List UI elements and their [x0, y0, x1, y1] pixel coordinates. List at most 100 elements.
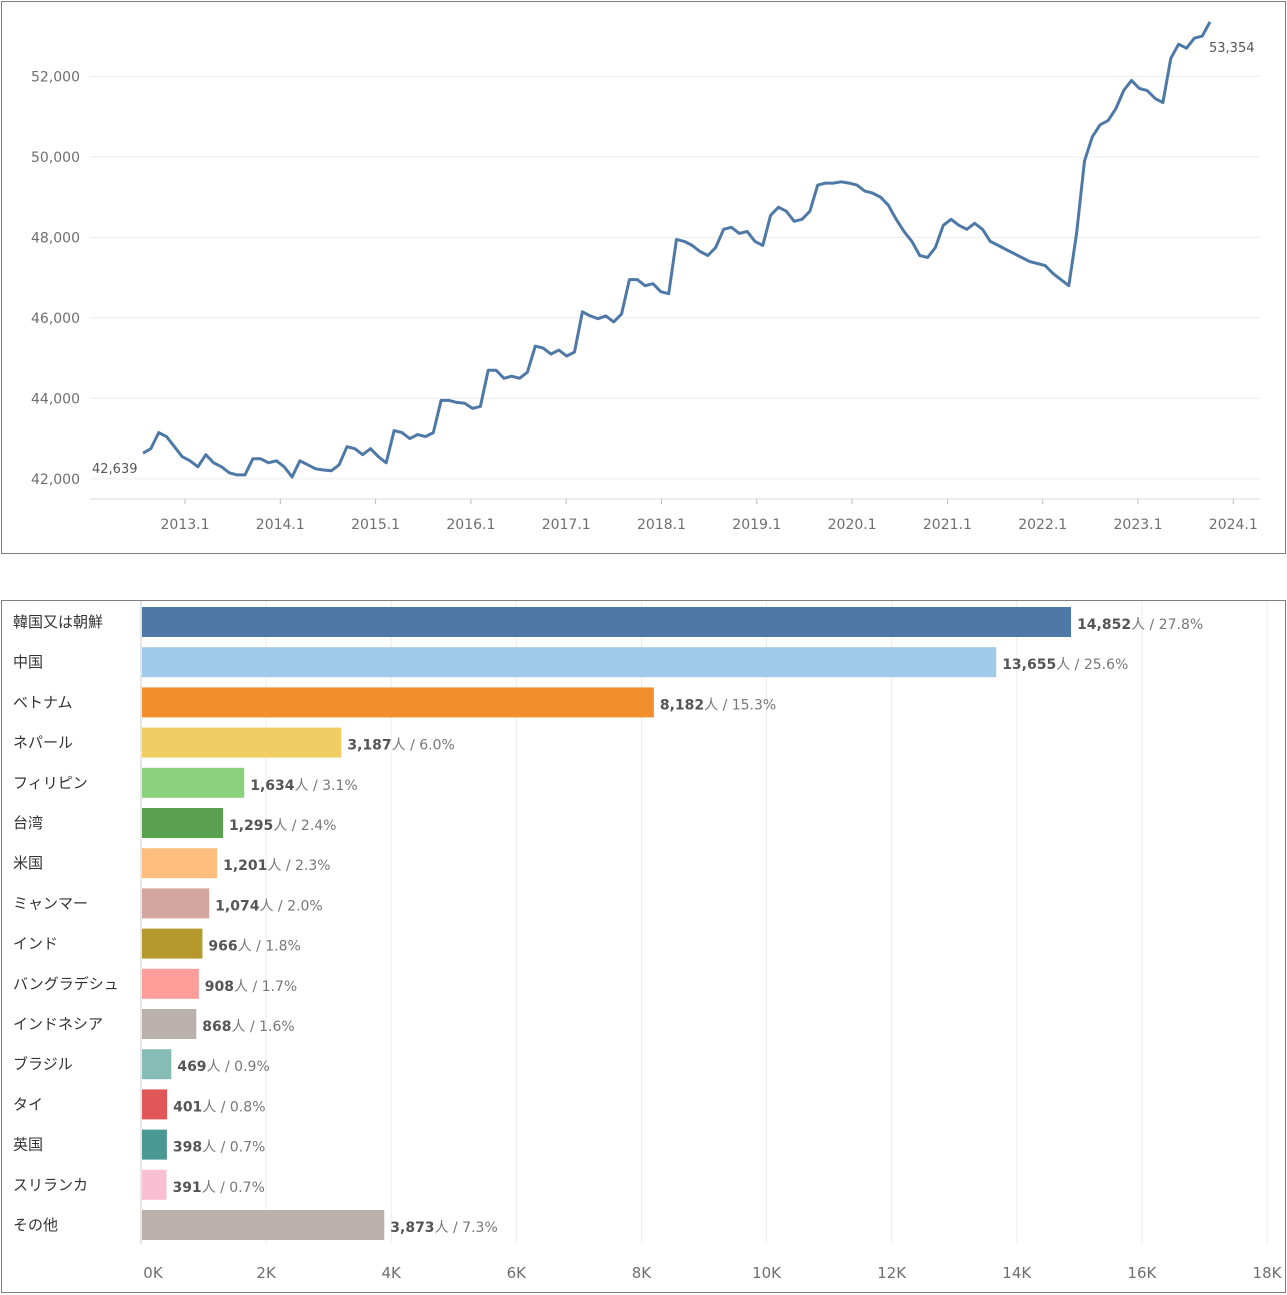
category-label: 中国 — [13, 653, 43, 671]
start-value-label: 42,639 — [92, 462, 138, 477]
bar-data-label: 908人 / 1.7% — [205, 979, 297, 995]
bar-unit-percent: 人 / 6.0% — [392, 738, 455, 754]
x-tick-label: 2020.1 — [828, 517, 877, 533]
bar-data-label: 401人 / 0.8% — [173, 1099, 265, 1115]
bar-value: 401 — [173, 1099, 202, 1115]
bar-2 — [142, 687, 654, 718]
bar-data-label: 13,655人 / 25.6% — [1002, 657, 1128, 673]
bar-0 — [142, 607, 1072, 637]
bar-unit-percent: 人 / 0.7% — [202, 1140, 265, 1156]
bar-value: 868 — [202, 1019, 231, 1035]
y-tick-label: 44,000 — [31, 391, 80, 407]
bar-data-label: 8,182人 / 15.3% — [660, 697, 776, 713]
bar-value: 398 — [173, 1140, 202, 1156]
bar-value: 1,295 — [229, 818, 273, 834]
bar-15 — [142, 1210, 385, 1240]
x-tick-label: 2019.1 — [732, 517, 781, 533]
line-chart-panel: 42,000 44,000 46,000 48,000 50,000 52,000 2013… — [1, 1, 1286, 554]
bar-value: 3,187 — [347, 738, 391, 754]
x-tick-label: 4K — [382, 1264, 403, 1282]
x-tick-label: 2022.1 — [1018, 517, 1067, 533]
x-tick-label: 8K — [632, 1264, 653, 1282]
x-tick-label: 12K — [877, 1264, 907, 1282]
bar-8 — [142, 928, 203, 959]
x-tick-label: 2024.1 — [1209, 517, 1258, 533]
bar-value: 8,182 — [660, 697, 704, 713]
category-label: ブラジル — [13, 1055, 73, 1073]
bar-value: 1,074 — [215, 898, 260, 914]
bar-value: 14,852 — [1077, 617, 1131, 633]
x-tick-label: 2K — [256, 1264, 277, 1282]
y-tick-label: 42,000 — [31, 472, 80, 488]
bar-unit-percent: 人 / 0.7% — [202, 1180, 265, 1196]
bar-unit-percent: 人 / 2.3% — [267, 858, 330, 874]
x-tick-label: 16K — [1127, 1264, 1157, 1282]
bar-unit-percent: 人 / 25.6% — [1056, 657, 1128, 673]
bar-unit-percent: 人 / 15.3% — [704, 697, 776, 713]
y-tick-label: 50,000 — [31, 150, 80, 166]
bar-value: 3,873 — [390, 1220, 434, 1236]
bar-data-label: 3,187人 / 6.0% — [347, 738, 454, 754]
bar-14 — [142, 1169, 167, 1200]
x-tick-label: 2014.1 — [256, 517, 305, 533]
x-tick-label: 2018.1 — [637, 517, 686, 533]
category-label: フィリピン — [13, 774, 88, 792]
y-tick-label: 48,000 — [31, 230, 80, 246]
category-label: バングラデシュ — [13, 975, 119, 993]
category-label: ベトナム — [13, 693, 73, 711]
x-tick-label: 2015.1 — [351, 517, 400, 533]
x-tick-label: 2013.1 — [161, 517, 210, 533]
category-label: ネパール — [13, 734, 73, 752]
bar-unit-percent: 人 / 1.8% — [238, 939, 301, 955]
bar-4 — [142, 767, 245, 798]
bar-value: 469 — [177, 1059, 206, 1075]
x-tick-label: 14K — [1002, 1264, 1032, 1282]
category-label: タイ — [13, 1095, 43, 1113]
x-tick-label: 10K — [752, 1264, 782, 1282]
bar-9 — [142, 968, 199, 999]
bar-value: 908 — [205, 979, 234, 995]
bar-value: 1,201 — [223, 858, 267, 874]
bar-data-label: 966人 / 1.8% — [208, 939, 300, 955]
bar-unit-percent: 人 / 2.0% — [259, 898, 322, 914]
bar-1 — [142, 647, 997, 678]
bar-data-label: 14,852人 / 27.8% — [1077, 617, 1203, 633]
x-tick-label: 2016.1 — [446, 517, 495, 533]
bar-7 — [142, 888, 210, 919]
category-label: 台湾 — [13, 814, 43, 832]
bar-11 — [142, 1049, 172, 1080]
bar-data-label: 391人 / 0.7% — [172, 1180, 264, 1196]
bar-unit-percent: 人 / 1.6% — [232, 1019, 295, 1035]
x-tick-label: 2023.1 — [1114, 517, 1163, 533]
bar-6 — [142, 848, 218, 879]
bar-unit-percent: 人 / 1.7% — [234, 979, 297, 995]
bar-5 — [142, 808, 224, 838]
bar-unit-percent: 人 / 7.3% — [435, 1220, 498, 1236]
category-label: インド — [13, 935, 58, 953]
bar-value: 391 — [172, 1180, 201, 1196]
x-tick-label: 6K — [507, 1264, 528, 1282]
bar-10 — [142, 1009, 197, 1039]
category-label: その他 — [13, 1216, 58, 1234]
bar-3 — [142, 727, 342, 758]
bar-chart-panel: 0K 2K 4K 6K 8K 10K 12K 14K 16K 18K 韓国又は朝鮮 14,852人 /… — [1, 600, 1286, 1293]
category-label: 米国 — [13, 854, 43, 872]
bar-value: 13,655 — [1002, 657, 1056, 673]
bar-unit-percent: 人 / 0.8% — [202, 1099, 265, 1115]
bar-12 — [142, 1089, 168, 1120]
bar-13 — [142, 1129, 167, 1160]
bar-unit-percent: 人 / 0.9% — [207, 1059, 270, 1075]
bar-data-label: 3,873人 / 7.3% — [390, 1220, 497, 1236]
category-label: 韓国又は朝鮮 — [13, 613, 103, 631]
bar-data-label: 868人 / 1.6% — [202, 1019, 294, 1035]
category-label: 英国 — [13, 1136, 43, 1154]
x-tick-label: 0K — [143, 1264, 164, 1282]
bar-unit-percent: 人 / 3.1% — [295, 778, 358, 794]
x-tick-label: 2021.1 — [923, 517, 972, 533]
line-series-total — [142, 21, 1212, 479]
line-chart: 42,000 44,000 46,000 48,000 50,000 52,000 2013… — [31, 21, 1260, 533]
category-label: スリランカ — [13, 1176, 88, 1194]
x-tick-label: 18K — [1253, 1264, 1283, 1282]
y-tick-label: 52,000 — [31, 69, 80, 85]
